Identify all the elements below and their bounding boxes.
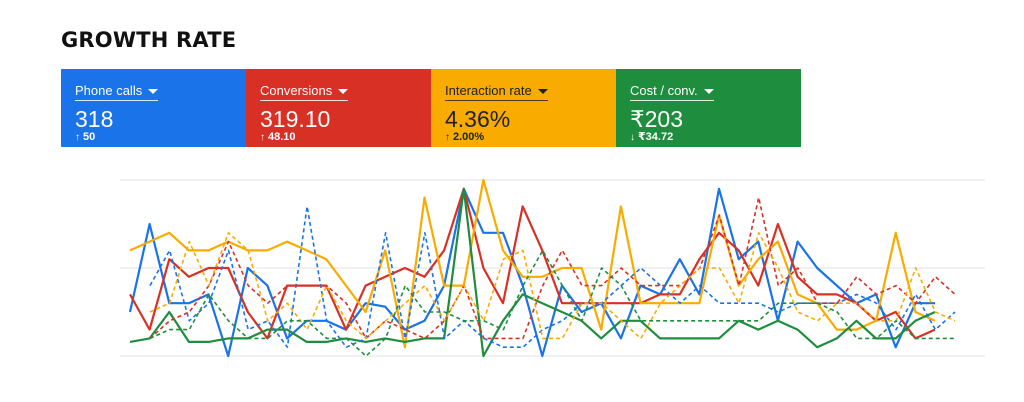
metric-delta-value: 2.00% (453, 131, 485, 143)
series-line-1 (129, 187, 936, 340)
metric-card-phone-calls[interactable]: Phone calls 318 ↑ 50 (61, 69, 246, 147)
series-line-7 (149, 249, 955, 357)
metric-delta: ↑ 2.00% (445, 131, 616, 144)
metric-value: 318 (75, 106, 114, 132)
metric-delta: ↑ 50 (75, 131, 246, 144)
metric-value: 319.10 (260, 106, 331, 132)
metric-delta-value: ₹34.72 (638, 131, 674, 143)
series-line-0 (128, 187, 935, 358)
metric-card-interaction-rate[interactable]: Interaction rate 4.36% ↑ 2.00% (431, 69, 616, 147)
metric-label: Interaction rate (445, 83, 532, 98)
metric-delta: ↓ ₹34.72 (630, 131, 801, 144)
arrow-up-icon: ↑ (260, 132, 265, 143)
series-line-2 (129, 178, 936, 349)
series-line-6 (149, 232, 956, 340)
metric-delta: ↑ 48.10 (260, 131, 431, 144)
series-line-4 (149, 205, 956, 349)
metric-card-conversions[interactable]: Conversions 319.10 ↑ 48.10 (246, 69, 431, 147)
caret-down-icon (148, 89, 159, 95)
metric-value: ₹203 (630, 106, 684, 132)
metric-label: Conversions (260, 83, 333, 98)
metric-delta-value: 50 (83, 131, 96, 143)
metric-dropdown-conversions[interactable]: Conversions (260, 83, 349, 101)
metric-label: Cost / conv. (630, 83, 698, 98)
metric-dropdown-interaction-rate[interactable]: Interaction rate (445, 83, 548, 101)
arrow-down-icon: ↓ (630, 132, 635, 143)
metric-delta-value: 48.10 (268, 131, 296, 143)
page-title: GROWTH RATE (61, 28, 237, 52)
arrow-up-icon: ↑ (445, 132, 450, 143)
caret-down-icon (703, 89, 714, 95)
metric-dropdown-cost-per-conversion[interactable]: Cost / conv. (630, 83, 714, 101)
caret-down-icon (537, 89, 548, 95)
metric-label: Phone calls (75, 83, 143, 98)
metric-value: 4.36% (445, 106, 511, 132)
caret-down-icon (338, 89, 349, 95)
metric-cards: Phone calls 318 ↑ 50 Conversions 319.10 ↑… (61, 69, 801, 147)
arrow-up-icon: ↑ (75, 132, 80, 143)
metric-card-cost-per-conversion[interactable]: Cost / conv. ₹203 ↓ ₹34.72 (616, 69, 801, 147)
series-line-5 (149, 196, 956, 340)
metric-dropdown-phone-calls[interactable]: Phone calls (75, 83, 159, 101)
series-line-3 (129, 187, 936, 358)
